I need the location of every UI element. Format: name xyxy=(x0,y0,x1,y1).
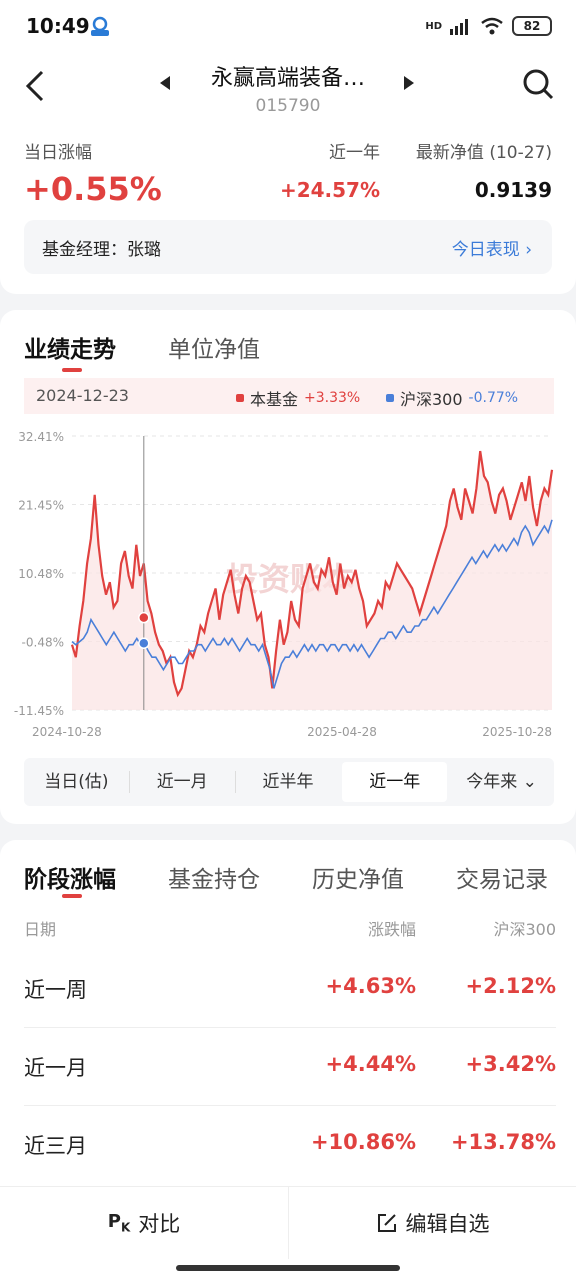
legend-fund-value: +3.33% xyxy=(304,390,361,406)
legend-index-value: -0.77% xyxy=(468,390,519,406)
fund-area xyxy=(72,451,552,710)
col-date: 日期 xyxy=(24,920,57,939)
col-change: 涨跌幅 xyxy=(367,920,416,939)
row-period: 近一月 xyxy=(24,1056,87,1080)
back-arrow-icon[interactable] xyxy=(18,66,54,106)
stage-returns-card: 阶段涨幅 基金持仓 历史净值 交易记录 日期 涨跌幅 沪深300 近一周 +4.… xyxy=(0,840,576,1186)
manager-row[interactable]: 基金经理：张璐 今日表现 › xyxy=(24,220,552,274)
y-tick-label: -0.48% xyxy=(22,636,64,650)
daily-change-label: 当日涨幅 xyxy=(24,143,92,163)
pk-icon: PK xyxy=(107,1211,131,1235)
performance-chart[interactable]: 32.41%21.45%10.48%-0.48%-11.45% 投资账本 202… xyxy=(0,426,576,746)
daily-change-value: +0.55% xyxy=(24,170,162,208)
status-time: 10:49 xyxy=(26,14,90,38)
edit-icon xyxy=(377,1214,396,1232)
tab-holdings[interactable]: 基金持仓 xyxy=(168,867,260,893)
compare-button[interactable]: PK 对比 xyxy=(0,1187,288,1259)
tab-stage-returns[interactable]: 阶段涨幅 xyxy=(24,867,116,893)
x-tick-label: 2024-10-28 xyxy=(32,725,102,739)
y-tick-label: -11.45% xyxy=(14,704,64,718)
legend-fund: 本基金 +3.33% xyxy=(236,386,360,410)
row-change: +10.86% xyxy=(310,1130,416,1154)
nav-label: 最新净值 (10-27) xyxy=(415,143,552,163)
tab-unit-nav[interactable]: 单位净值 xyxy=(168,337,260,363)
search-icon[interactable] xyxy=(520,66,556,102)
legend-index-name: 沪深300 xyxy=(400,390,463,409)
row-change: +4.63% xyxy=(325,974,416,998)
table-row[interactable]: 近一月 +4.44% +3.42% xyxy=(24,1028,556,1106)
x-tick-label: 2025-10-28 xyxy=(482,725,552,739)
year-change-label: 近一年 xyxy=(329,143,380,163)
y-tick-label: 32.41% xyxy=(18,430,64,444)
row-period: 近三月 xyxy=(24,1134,87,1158)
row-period: 近一周 xyxy=(24,978,87,1002)
battery-indicator: 82 xyxy=(512,16,552,36)
range-1m[interactable]: 近一月 xyxy=(156,772,208,792)
next-fund-icon[interactable] xyxy=(402,76,414,90)
x-tick-label: 2025-04-28 xyxy=(307,725,377,739)
tab-history-nav[interactable]: 历史净值 xyxy=(312,867,404,893)
performance-chart-card: 业绩走势 单位净值 2024-12-23 本基金 +3.33% 沪深300 -0… xyxy=(0,310,576,824)
signal-icon xyxy=(450,19,468,35)
index-line xyxy=(71,519,553,689)
status-bar: 10:49 HD 82 xyxy=(0,0,576,54)
table-row[interactable]: 近一周 +4.63% +2.12% xyxy=(24,950,556,1028)
range-ytd[interactable]: 今年来 ⌄ xyxy=(466,772,537,792)
network-hd-label: HD xyxy=(425,20,442,32)
tab-trades[interactable]: 交易记录 xyxy=(456,867,548,893)
fund-title: 永赢高端装备… xyxy=(210,66,365,91)
range-selector: 当日(估) 近一月 近半年 近一年 今年来 ⌄ xyxy=(24,758,554,806)
header: 永赢高端装备… 015790 xyxy=(0,54,576,134)
row-index: +3.42% xyxy=(465,1052,556,1076)
compare-label: 对比 xyxy=(138,1212,181,1236)
col-index: 沪深300 xyxy=(493,920,556,939)
row-index: +13.78% xyxy=(450,1130,556,1154)
summary-card: 当日涨幅 近一年 最新净值 (10-27) +0.55% +24.57% 0.9… xyxy=(0,134,576,294)
nav-value: 0.9139 xyxy=(474,178,552,202)
range-1y[interactable]: 近一年 xyxy=(342,762,448,802)
wifi-icon xyxy=(481,17,503,35)
table-row[interactable]: 近三月 +10.86% +13.78% xyxy=(24,1106,556,1184)
range-6m[interactable]: 近半年 xyxy=(262,772,314,792)
range-today[interactable]: 当日(估) xyxy=(44,772,109,792)
app-notification-icon xyxy=(91,16,109,36)
edit-watchlist-button[interactable]: 编辑自选 xyxy=(288,1187,576,1259)
legend-date: 2024-12-23 xyxy=(36,386,129,405)
home-indicator xyxy=(176,1265,400,1271)
chart-legend-bar: 2024-12-23 本基金 +3.33% 沪深300 -0.77% xyxy=(24,378,554,414)
row-index: +2.12% xyxy=(465,974,556,998)
index-dot xyxy=(386,394,394,402)
bottom-bar: PK 对比 编辑自选 xyxy=(0,1186,576,1280)
manager-name: 基金经理：张璐 xyxy=(42,240,161,260)
tab-performance[interactable]: 业绩走势 xyxy=(24,337,116,363)
legend-fund-name: 本基金 xyxy=(250,390,299,409)
legend-index: 沪深300 -0.77% xyxy=(386,386,518,410)
prev-fund-icon[interactable] xyxy=(160,76,172,90)
y-tick-label: 21.45% xyxy=(18,499,64,513)
fund-marker xyxy=(138,611,150,624)
fund-code: 015790 xyxy=(255,96,321,116)
year-change-value: +24.57% xyxy=(279,178,380,202)
today-performance-link[interactable]: 今日表现 › xyxy=(451,240,532,260)
fund-dot xyxy=(236,394,244,402)
fund-line xyxy=(70,450,554,698)
tab-indicator xyxy=(62,368,82,372)
edit-label: 编辑自选 xyxy=(405,1212,490,1236)
section-tab-indicator xyxy=(62,894,82,898)
row-change: +4.44% xyxy=(325,1052,416,1076)
index-marker xyxy=(138,637,150,650)
y-tick-label: 10.48% xyxy=(18,567,64,581)
fund-title-block: 永赢高端装备… 015790 xyxy=(150,60,426,116)
